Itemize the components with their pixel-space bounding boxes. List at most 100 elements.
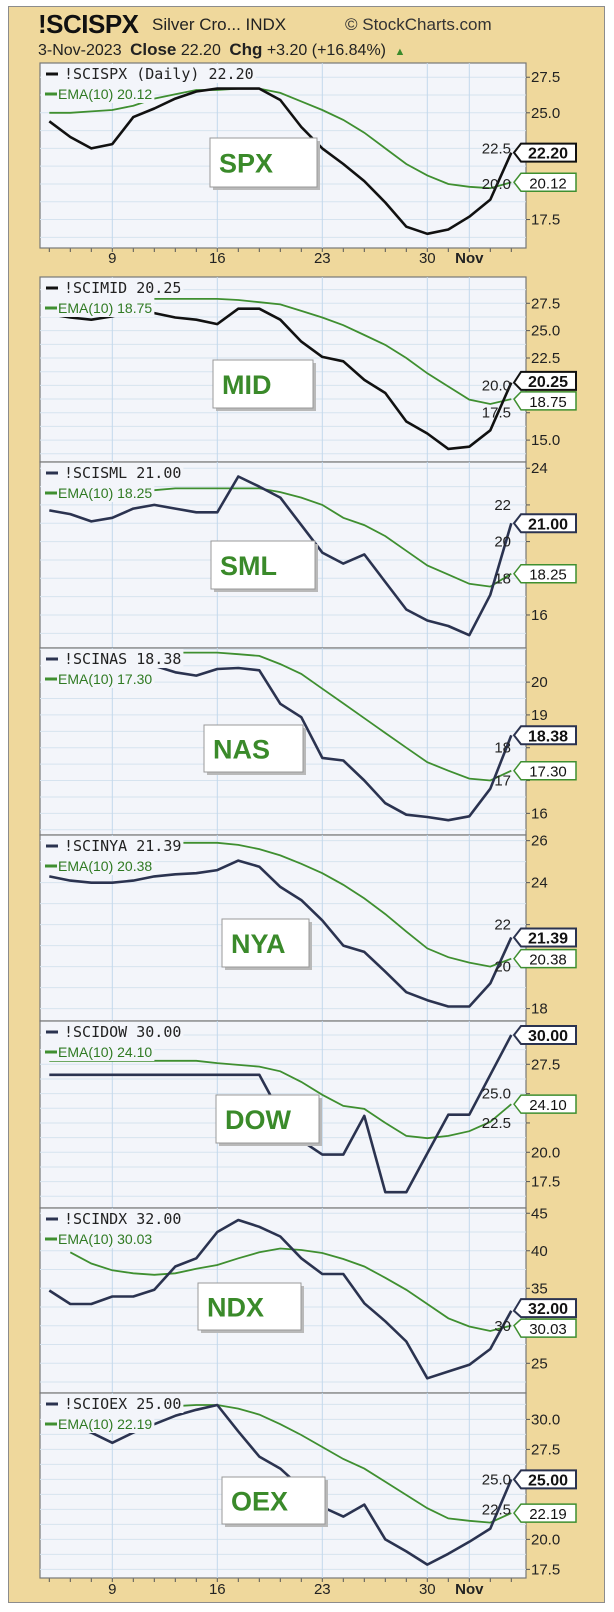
label-box-text: NYA [231, 929, 286, 959]
close-line [48, 87, 513, 236]
y-tick-label: 35 [531, 1280, 548, 1297]
y-tick-label: 24 [531, 460, 548, 477]
y-tick-label: 22.5 [482, 1115, 511, 1132]
y-tick-label: 17.5 [482, 405, 511, 422]
chart-name: Silver Cro... INDX [152, 15, 287, 34]
close-value: 22.20 [180, 42, 221, 59]
legend-bg [41, 649, 184, 668]
ema-value-tag: 18.75 [513, 391, 577, 411]
close-value-tag: 32.00 [512, 1298, 577, 1319]
close-value-tag-shape [512, 142, 577, 163]
legend: !SCISPX (Daily) 22.20 EMA(10) 20.12 [41, 64, 256, 103]
label-box-text: DOW [225, 1105, 292, 1135]
legend-close-label: !SCISPX (Daily) 22.20 [64, 65, 254, 83]
panel-spx: 17.5 20.0 22.5 25.0 27.5 !SCISPX (Daily) 22.2… [39, 62, 577, 249]
legend: !SCIOEX 25.00 EMA(10) 22.19 [41, 1394, 184, 1433]
panel-nya: 18 20 22 24 26 !SCINYA 21.39 EMA(10) 20.38 NYA 2… [39, 833, 577, 1022]
y-tick-label: 25.0 [531, 323, 560, 340]
up-triangle-icon: ▲ [394, 46, 406, 58]
close-value-tag-text: 25.00 [528, 1472, 568, 1489]
label-box-text: OEX [231, 1487, 288, 1517]
label-box-text: MID [222, 370, 272, 400]
y-tick-label: 27.5 [531, 69, 560, 86]
ema-value-tag-text: 17.30 [529, 764, 567, 781]
legend-ema-label: EMA(10) 24.10 [58, 1044, 152, 1060]
y-tick-label: 22 [494, 497, 511, 514]
label-box [209, 137, 318, 188]
label-box [210, 540, 316, 590]
x-axis-bottom-label: 16 [209, 1581, 226, 1598]
y-tick-label: 22.5 [531, 350, 560, 367]
legend-ema-label: EMA(10) 18.25 [58, 485, 152, 501]
y-tick-label: 20 [494, 959, 511, 976]
y-tick-label: 25.0 [531, 105, 560, 122]
y-tick-label: 20.0 [531, 1144, 560, 1161]
panel-ndx: 25 30 35 40 45 !SCINDX 32.00 EMA(10) 30.03 NDX 3… [39, 1205, 577, 1394]
legend-bg [41, 1394, 184, 1413]
ema-value-tag-shape [513, 391, 577, 411]
ema-value-tag: 20.12 [513, 172, 577, 193]
y-tick-label: 20.0 [531, 1531, 560, 1548]
ema-value-tag: 30.03 [513, 1318, 577, 1338]
y-tick-label: 20 [531, 674, 548, 691]
close-value-tag-text: 32.00 [528, 1301, 568, 1318]
label-box [197, 1282, 302, 1331]
close-value-tag: 18.38 [512, 725, 577, 746]
y-tick-label: 26 [531, 833, 548, 850]
legend-close-label: !SCINDX 32.00 [64, 1210, 181, 1228]
close-value-tag-shape [512, 927, 577, 948]
copyright-link[interactable]: © StockCharts.com [345, 15, 492, 34]
legend-close-label: !SCIOEX 25.00 [64, 1395, 181, 1413]
legend-bg [41, 83, 155, 103]
close-label: Close [130, 40, 177, 59]
y-tick-label: 27.5 [531, 1056, 560, 1073]
close-value-tag-text: 21.00 [528, 516, 568, 533]
close-value-tag-shape [512, 1469, 577, 1490]
y-tick-label: 25.0 [482, 1086, 511, 1103]
change-label: Chg [229, 40, 263, 59]
ema-value-tag-shape [513, 760, 577, 781]
close-value-tag-text: 22.20 [528, 146, 568, 163]
x-axis-top-label: 16 [209, 250, 226, 267]
close-line [49, 475, 513, 637]
legend-bg [41, 1041, 155, 1061]
legend-ema-label: EMA(10) 30.03 [58, 1231, 152, 1247]
legend-bg [41, 463, 184, 482]
ema-value-tag: 20.38 [513, 948, 577, 969]
ema-value-tag-shape [513, 948, 577, 969]
label-box [221, 918, 310, 968]
close-value-tag-text: 18.38 [528, 728, 568, 745]
close-value-tag: 20.25 [512, 370, 577, 391]
y-tick-label: 17.5 [531, 212, 560, 229]
legend: !SCINAS 18.38 EMA(10) 17.30 [41, 649, 184, 688]
x-axis-top-label: Nov [455, 250, 484, 267]
ema-value-tag-text: 24.10 [529, 1097, 567, 1114]
ema-value-tag-shape [513, 172, 577, 193]
legend-bg [41, 668, 155, 688]
close-value-tag-shape [512, 513, 577, 534]
ema-value-tag-text: 20.12 [529, 175, 567, 192]
legend-bg [41, 1209, 184, 1228]
y-tick-label: 22.5 [482, 1501, 511, 1518]
change-value: +3.20 (+16.84%) [266, 42, 387, 59]
quote-date: 3-Nov-2023 [38, 42, 122, 59]
quote-line: 3-Nov-2023 Close 22.20 Chg +3.20 (+16.84… [38, 40, 409, 60]
close-value-tag-shape [512, 370, 577, 391]
series-group [48, 1218, 513, 1380]
legend-bg [41, 482, 155, 502]
label-box-text: SPX [219, 149, 273, 179]
y-tick-label: 18 [494, 570, 511, 587]
legend-bg [41, 1022, 184, 1041]
close-value-tag: 25.00 [512, 1469, 577, 1490]
y-tick-label: 17.5 [531, 1174, 560, 1191]
ema-value-tag-shape [513, 1503, 577, 1523]
ema-value-tag-text: 22.19 [529, 1506, 567, 1523]
ema-value-tag-text: 18.25 [529, 567, 567, 584]
close-value-tag: 21.39 [512, 927, 577, 948]
x-axis-top-label: 9 [108, 250, 116, 267]
close-value-tag-shape [512, 1024, 577, 1045]
y-tick-label: 27.5 [531, 1441, 560, 1458]
y-tick-label: 22 [494, 917, 511, 934]
y-tick-label: 16 [531, 607, 548, 624]
legend-close-label: !SCIDOW 30.00 [64, 1023, 181, 1041]
